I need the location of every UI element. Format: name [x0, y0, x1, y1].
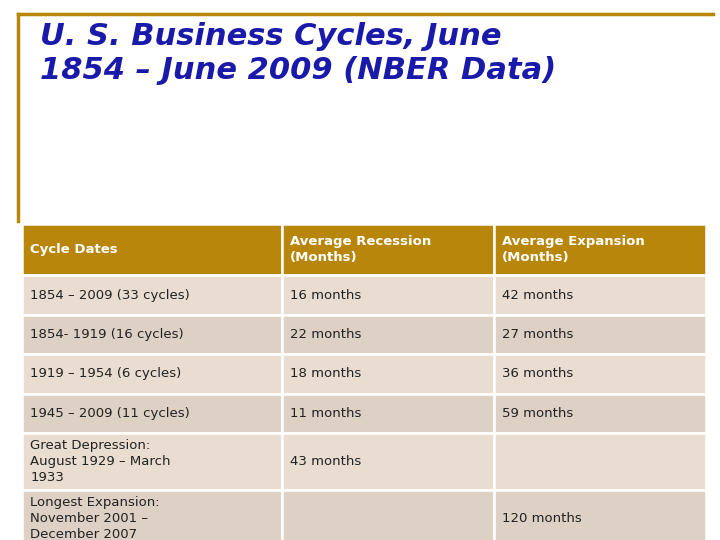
- Text: 16 months: 16 months: [290, 288, 361, 302]
- Text: Great Depression:
August 1929 – March
1933: Great Depression: August 1929 – March 19…: [30, 439, 171, 484]
- FancyBboxPatch shape: [282, 490, 494, 540]
- FancyBboxPatch shape: [494, 433, 706, 490]
- FancyBboxPatch shape: [22, 224, 282, 275]
- Text: 1854- 1919 (16 cycles): 1854- 1919 (16 cycles): [30, 328, 184, 341]
- Text: 18 months: 18 months: [290, 367, 361, 381]
- Text: 27 months: 27 months: [503, 328, 574, 341]
- Text: 1919 – 1954 (6 cycles): 1919 – 1954 (6 cycles): [30, 367, 181, 381]
- Text: Cycle Dates: Cycle Dates: [30, 243, 118, 256]
- FancyBboxPatch shape: [494, 490, 706, 540]
- FancyBboxPatch shape: [282, 354, 494, 394]
- FancyBboxPatch shape: [22, 394, 282, 433]
- FancyBboxPatch shape: [282, 433, 494, 490]
- FancyBboxPatch shape: [494, 354, 706, 394]
- FancyBboxPatch shape: [22, 433, 282, 490]
- Text: 1854 – 2009 (33 cycles): 1854 – 2009 (33 cycles): [30, 288, 190, 302]
- FancyBboxPatch shape: [22, 490, 282, 540]
- Text: Average Recession
(Months): Average Recession (Months): [290, 235, 431, 264]
- FancyBboxPatch shape: [282, 224, 494, 275]
- Text: 1945 – 2009 (11 cycles): 1945 – 2009 (11 cycles): [30, 407, 190, 420]
- Text: 43 months: 43 months: [290, 455, 361, 468]
- Text: 36 months: 36 months: [503, 367, 573, 381]
- Text: 11 months: 11 months: [290, 407, 361, 420]
- FancyBboxPatch shape: [494, 394, 706, 433]
- FancyBboxPatch shape: [22, 315, 282, 354]
- FancyBboxPatch shape: [494, 315, 706, 354]
- Text: U. S. Business Cycles, June
1854 – June 2009 (NBER Data): U. S. Business Cycles, June 1854 – June …: [40, 22, 556, 85]
- Text: Average Expansion
(Months): Average Expansion (Months): [503, 235, 645, 264]
- Text: 22 months: 22 months: [290, 328, 361, 341]
- Text: Longest Expansion:
November 2001 –
December 2007: Longest Expansion: November 2001 – Decem…: [30, 496, 160, 540]
- FancyBboxPatch shape: [494, 275, 706, 315]
- Text: 59 months: 59 months: [503, 407, 573, 420]
- Text: 120 months: 120 months: [503, 511, 582, 525]
- FancyBboxPatch shape: [282, 275, 494, 315]
- FancyBboxPatch shape: [282, 394, 494, 433]
- Text: 42 months: 42 months: [503, 288, 573, 302]
- FancyBboxPatch shape: [282, 315, 494, 354]
- FancyBboxPatch shape: [22, 354, 282, 394]
- FancyBboxPatch shape: [22, 275, 282, 315]
- FancyBboxPatch shape: [494, 224, 706, 275]
